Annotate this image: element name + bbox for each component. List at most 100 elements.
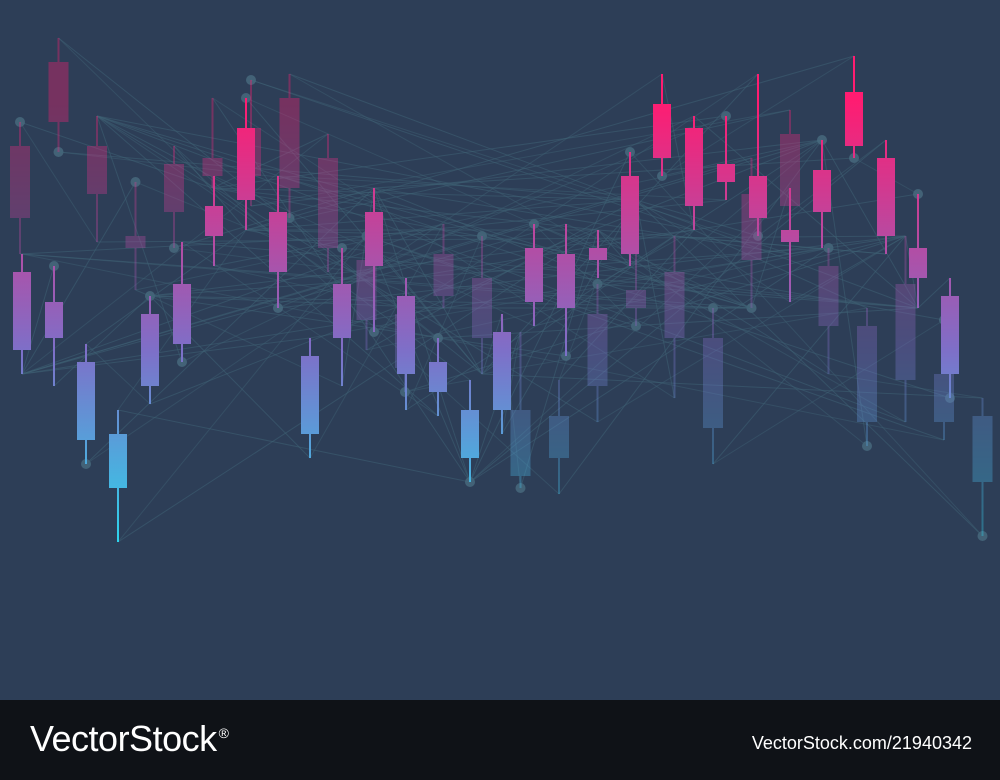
network-mesh xyxy=(15,37,988,543)
foreground-candle xyxy=(909,194,927,308)
foreground-candle-body xyxy=(461,410,479,458)
foreground-candle xyxy=(557,224,575,356)
network-line xyxy=(558,139,823,495)
network-line xyxy=(277,235,906,309)
foreground-candle xyxy=(461,380,479,482)
foreground-candle-body xyxy=(301,356,319,434)
network-line xyxy=(96,115,695,231)
background-candle-body xyxy=(895,284,916,380)
foreground-candle xyxy=(13,254,31,374)
network-line xyxy=(289,73,919,309)
background-candle-body xyxy=(472,278,492,338)
network-line xyxy=(277,115,727,309)
background-candle-body xyxy=(279,98,300,188)
network-line xyxy=(117,229,599,543)
network-line xyxy=(181,241,439,417)
network-line xyxy=(481,373,983,399)
network-line xyxy=(597,235,906,423)
foreground-candle xyxy=(845,56,863,158)
network-line xyxy=(404,235,906,393)
network-line xyxy=(173,145,247,231)
foreground-candle-body xyxy=(589,248,607,260)
logo-text: VectorStock xyxy=(30,718,217,759)
network-line xyxy=(181,115,695,363)
foreground-candle-body xyxy=(173,284,191,344)
background-candle-body xyxy=(549,416,569,458)
network-line xyxy=(533,223,752,309)
network-line xyxy=(149,295,752,309)
foreground-candle-body xyxy=(941,296,959,374)
network-line xyxy=(149,295,444,309)
foreground-candle-body xyxy=(525,248,543,302)
network-line xyxy=(821,139,919,309)
foreground-candle xyxy=(525,224,543,326)
network-line xyxy=(366,235,637,327)
background-candle-body xyxy=(10,146,30,218)
foreground-candle-body xyxy=(397,296,415,374)
network-line xyxy=(597,229,868,447)
foreground-candle xyxy=(813,140,831,248)
background-candle xyxy=(318,134,338,272)
foreground-candle-body xyxy=(45,302,63,338)
foreground-candle xyxy=(205,176,223,266)
network-line xyxy=(635,199,983,537)
background-candle xyxy=(895,236,916,422)
foreground-candles xyxy=(13,56,959,542)
network-line xyxy=(635,199,759,237)
network-line xyxy=(533,223,637,327)
network-line xyxy=(250,79,695,231)
foreground-candle xyxy=(429,338,447,416)
network-line xyxy=(751,187,791,309)
network-line xyxy=(19,235,367,255)
foreground-candle-body xyxy=(685,128,703,206)
foreground-candle xyxy=(109,410,127,542)
network-line xyxy=(789,235,906,303)
foreground-candle-body xyxy=(557,254,575,308)
network-line xyxy=(469,151,631,483)
network-line xyxy=(19,121,98,243)
network-line xyxy=(21,265,55,375)
foreground-candle-body xyxy=(77,362,95,440)
foreground-candle xyxy=(653,74,671,176)
background-candle xyxy=(87,116,107,242)
background-candle-body xyxy=(318,158,338,248)
foreground-candle-body xyxy=(429,362,447,392)
network-line xyxy=(96,115,439,417)
background-candle xyxy=(703,308,723,464)
network-line xyxy=(405,235,483,411)
network-line xyxy=(501,199,637,435)
background-candle xyxy=(472,236,492,374)
network-line xyxy=(373,187,791,255)
network-line xyxy=(250,109,791,207)
foreground-candle xyxy=(717,116,735,200)
foreground-candle-body xyxy=(909,248,927,278)
background-candle-body xyxy=(87,146,107,194)
network-line xyxy=(85,343,151,405)
background-candle xyxy=(433,224,454,308)
network-line xyxy=(53,295,151,387)
foreground-candle-body xyxy=(845,92,863,146)
image-id: VectorStock.com/21940342 xyxy=(751,733,972,753)
network-line xyxy=(21,337,311,375)
foreground-candle-body xyxy=(13,272,31,350)
foreground-candle xyxy=(685,116,703,230)
foreground-candle xyxy=(781,188,799,302)
network-line xyxy=(181,241,919,309)
network-line xyxy=(635,199,791,303)
background-candle-body xyxy=(433,254,454,296)
background-candle xyxy=(510,332,531,488)
foreground-candle xyxy=(269,176,287,308)
network-line xyxy=(629,151,983,537)
network-line xyxy=(327,235,367,273)
network-line xyxy=(635,199,675,399)
foreground-candle xyxy=(45,266,63,386)
network-line xyxy=(213,235,367,267)
network-line xyxy=(597,283,919,309)
foreground-candle xyxy=(301,338,319,458)
network-line xyxy=(250,79,791,255)
background-candle xyxy=(818,248,839,374)
network-line xyxy=(21,181,136,375)
network-line xyxy=(366,199,727,237)
network-line xyxy=(245,55,855,231)
watermark-bar: VectorStock ® VectorStock.com/21940342 xyxy=(0,700,1000,780)
